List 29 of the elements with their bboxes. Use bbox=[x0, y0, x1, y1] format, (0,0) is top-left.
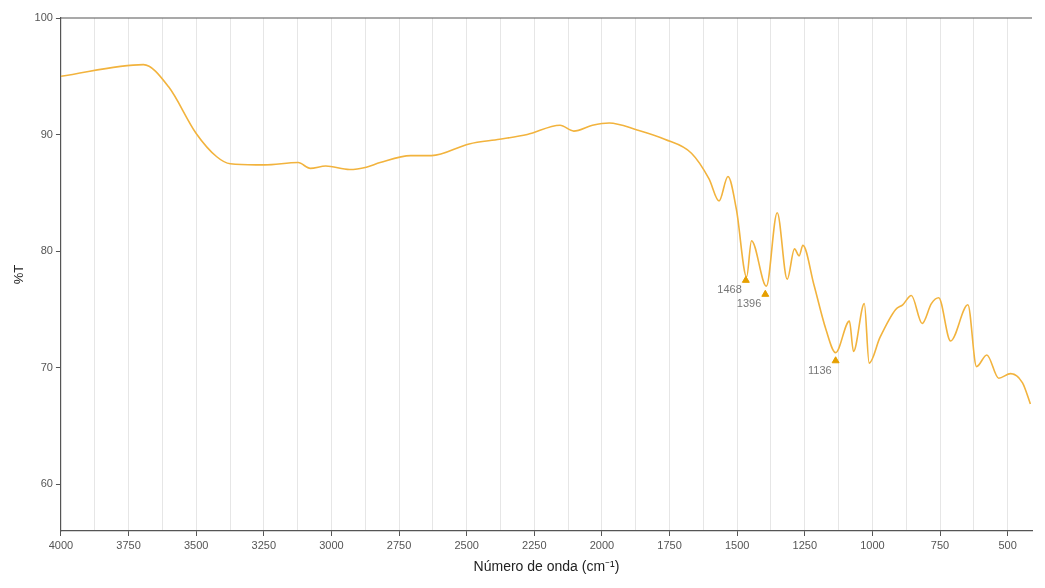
point bbox=[831, 356, 840, 364]
y-tick-label: 60 bbox=[40, 477, 53, 490]
y-tick-label: 90 bbox=[40, 127, 53, 140]
annotation: 1468 bbox=[717, 283, 742, 296]
x-tick-label: 500 bbox=[998, 538, 1017, 551]
line-series bbox=[60, 63, 1032, 405]
x-tick-label: 2500 bbox=[454, 538, 479, 551]
x-tick-label: 2000 bbox=[589, 538, 615, 551]
x-tick-label: 1750 bbox=[657, 538, 682, 551]
x-tick-label: 1000 bbox=[860, 538, 885, 551]
x-axis-title: Número de onda (cm⁻¹) bbox=[473, 558, 620, 575]
x-tick-label: 3250 bbox=[251, 538, 277, 551]
point bbox=[741, 275, 750, 283]
y-axis-title: %T bbox=[11, 264, 27, 285]
x-tick-label: 3000 bbox=[319, 538, 344, 551]
y-tick-label: 100 bbox=[34, 11, 53, 24]
x-tick-label: 2750 bbox=[386, 538, 412, 551]
y-tick-label: 70 bbox=[40, 360, 53, 373]
x-tick-label: 3750 bbox=[116, 538, 141, 551]
x-tick-label: 3500 bbox=[183, 538, 209, 551]
x-tick-label: 4000 bbox=[48, 538, 74, 551]
x-tick-label: 1250 bbox=[792, 538, 818, 551]
x-tick-label: 2250 bbox=[522, 538, 547, 551]
annotation: 1396 bbox=[736, 297, 762, 310]
x-tick-label: 750 bbox=[930, 538, 950, 551]
y-tick-label: 80 bbox=[40, 244, 53, 257]
point bbox=[761, 289, 770, 297]
annotation: 1136 bbox=[807, 363, 832, 376]
x-tick-label: 1500 bbox=[724, 538, 750, 551]
